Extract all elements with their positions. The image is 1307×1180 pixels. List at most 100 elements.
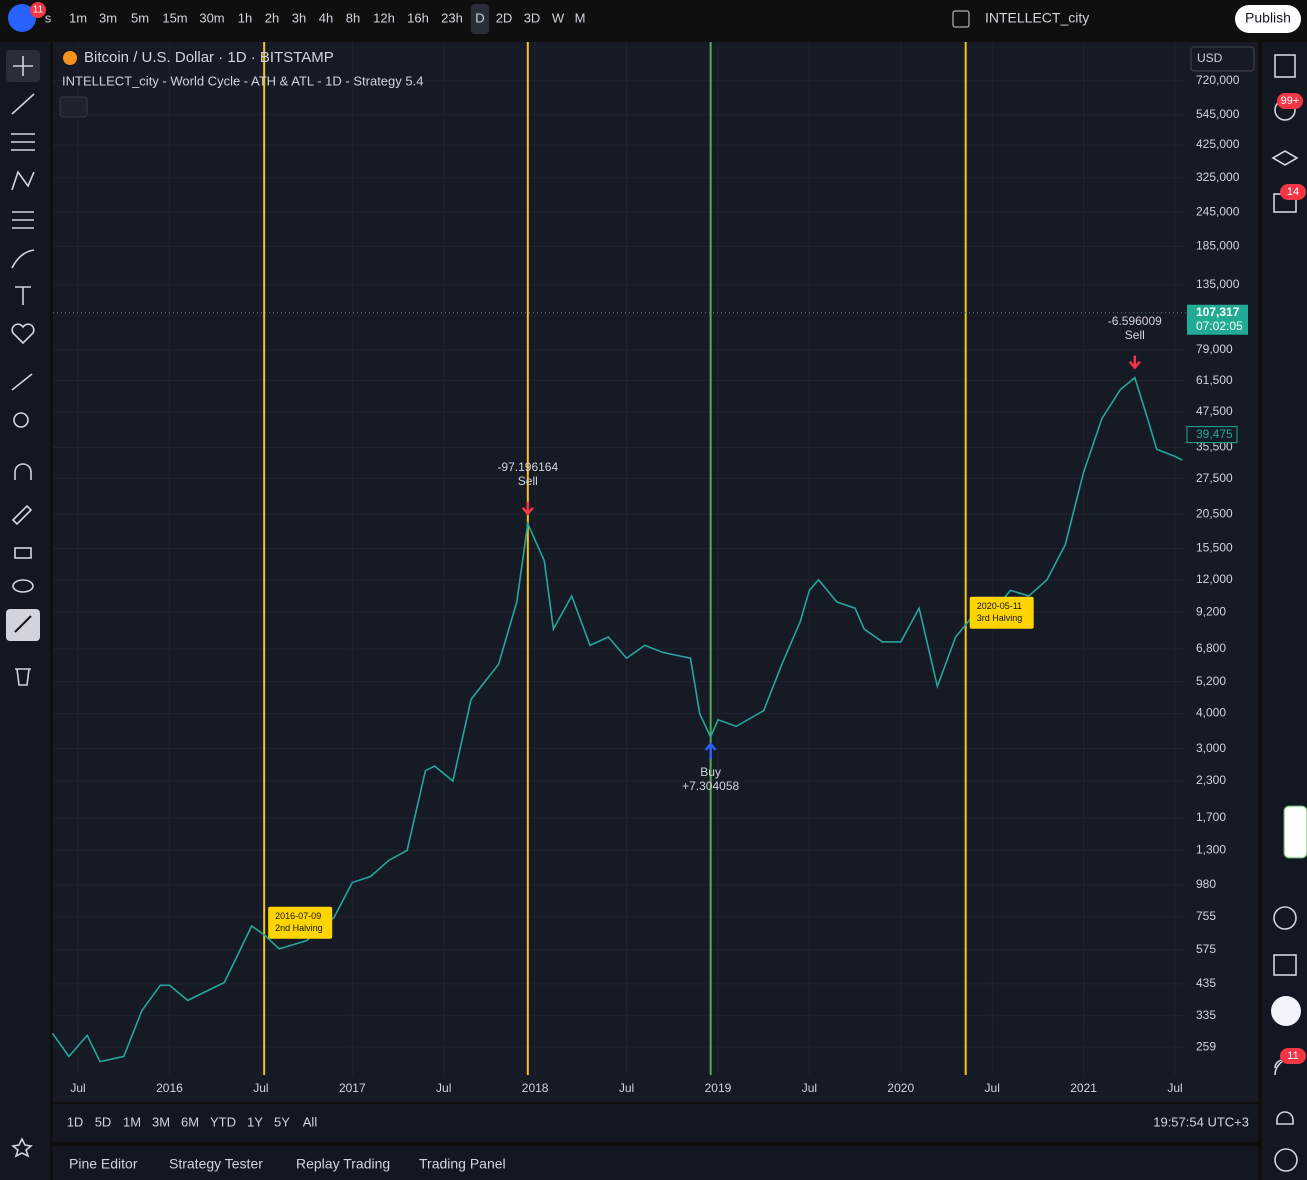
range-button[interactable]: All [303, 1114, 318, 1129]
y-tick-label: 980 [1196, 877, 1216, 891]
panel-tab[interactable]: Replay Trading [296, 1156, 390, 1172]
x-tick-label: Jul [436, 1081, 451, 1095]
sidebar-badge [1277, 93, 1303, 109]
bell-icon[interactable] [1276, 1111, 1294, 1125]
interval-button[interactable]: 3m [99, 10, 117, 25]
event-date: 2020-05-11 [977, 601, 1022, 611]
clock: 19:57:54 UTC+3 [1153, 1114, 1249, 1129]
layout-icon[interactable] [952, 10, 970, 28]
range-button[interactable]: 5D [95, 1114, 112, 1129]
range-button[interactable]: 3M [152, 1114, 170, 1129]
y-tick-label: 12,000 [1196, 572, 1233, 586]
interval-button[interactable]: D [475, 10, 484, 25]
signal-side: Sell [518, 474, 538, 488]
x-tick-label: Jul [802, 1081, 817, 1095]
y-tick-label: 755 [1196, 909, 1216, 923]
bottom-toolbar [53, 1104, 1258, 1142]
interval-button[interactable]: 5m [131, 10, 149, 25]
interval-button[interactable]: 16h [407, 10, 429, 25]
target-icon[interactable] [1273, 906, 1297, 930]
range-button[interactable]: 1M [123, 1114, 141, 1129]
help-icon[interactable] [1274, 1148, 1298, 1172]
interval-button[interactable]: 12h [373, 10, 395, 25]
chart-subtitle: INTELLECT_city - World Cycle - ATH & ATL… [62, 73, 423, 88]
countdown: 07:02:05 [1196, 319, 1243, 333]
interval-button[interactable]: 23h [441, 10, 463, 25]
publish-label: Publish [1245, 10, 1291, 26]
star-icon[interactable] [11, 1137, 33, 1158]
y-tick-label: 545,000 [1196, 107, 1240, 121]
y-tick-label: 135,000 [1196, 277, 1240, 291]
interval-button[interactable]: 15m [162, 10, 187, 25]
x-tick-label: 2018 [522, 1081, 549, 1095]
extension-widget[interactable] [1283, 805, 1307, 859]
interval-button[interactable]: s [45, 10, 52, 25]
buy-arrow [704, 742, 717, 760]
currency-select[interactable] [1190, 46, 1255, 72]
range-button[interactable]: 1Y [247, 1114, 263, 1129]
interval-button[interactable]: 8h [346, 10, 360, 25]
x-tick-label: 2019 [705, 1081, 732, 1095]
panel-tab[interactable]: Strategy Tester [169, 1156, 263, 1172]
interval-button[interactable]: 4h [319, 10, 333, 25]
zoom-icon[interactable] [13, 412, 29, 428]
panel-tab[interactable]: Pine Editor [69, 1156, 138, 1172]
event-label: 3rd Halving [977, 613, 1023, 623]
notification-badge [30, 2, 46, 18]
fib-icon[interactable] [11, 133, 35, 151]
price-label: 107,317 [1196, 305, 1240, 319]
brush-icon[interactable] [11, 249, 35, 269]
range-button[interactable]: 5Y [274, 1114, 290, 1129]
cursor-icon [13, 56, 33, 76]
favorites-icon[interactable] [11, 323, 35, 345]
interval-button[interactable]: 1h [238, 10, 252, 25]
trend-line-icon[interactable] [11, 93, 35, 115]
y-tick-label: 79,000 [1196, 342, 1233, 356]
range-button[interactable]: 6M [181, 1114, 199, 1129]
collapse-button[interactable] [59, 96, 88, 118]
x-tick-label: 2020 [887, 1081, 914, 1095]
layout-name[interactable]: INTELLECT_city [985, 10, 1089, 26]
interval-button[interactable]: M [575, 10, 586, 25]
ruler-icon[interactable] [11, 373, 33, 391]
x-tick-label: Jul [985, 1081, 1000, 1095]
y-tick-label: 335 [1196, 1008, 1216, 1022]
panel-tab[interactable]: Trading Panel [419, 1156, 506, 1172]
forecast-icon[interactable] [12, 211, 34, 229]
calendar-icon[interactable] [1273, 954, 1297, 976]
interval-button[interactable]: 3D [524, 10, 541, 25]
interval-button[interactable]: 2D [496, 10, 513, 25]
trash-icon[interactable] [15, 668, 31, 686]
sell-arrow [521, 501, 534, 516]
lock-icon[interactable] [14, 547, 32, 559]
magnet-icon[interactable] [14, 463, 32, 480]
event-date: 2016-07-09 [275, 911, 321, 921]
sidebar-icons[interactable] [1271, 54, 1307, 1172]
user-avatar[interactable] [8, 4, 36, 32]
pattern-icon[interactable] [11, 170, 35, 191]
eye-icon[interactable] [12, 579, 34, 593]
text-icon[interactable] [15, 286, 31, 305]
price-series [51, 376, 1183, 1063]
interval-button[interactable]: 30m [199, 10, 224, 25]
y-tick-label: 325,000 [1196, 170, 1240, 184]
draw-mode-icon[interactable] [11, 504, 33, 526]
interval-button[interactable]: 2h [265, 10, 279, 25]
interval-button[interactable]: W [552, 10, 565, 25]
y-tick-label: 435 [1196, 976, 1216, 990]
layers-icon[interactable] [1271, 150, 1299, 166]
interval-button[interactable]: 3h [292, 10, 306, 25]
range-button[interactable]: YTD [210, 1114, 236, 1129]
watchlist-icon[interactable] [1274, 54, 1296, 78]
publish-button[interactable] [1235, 5, 1301, 33]
y-tick-label: 4,000 [1196, 706, 1226, 720]
drawing-tools[interactable] [6, 50, 40, 1158]
y-tick-label: 425,000 [1196, 137, 1240, 151]
y-tick-label: 9,200 [1196, 604, 1226, 618]
sidebar-badge-count: 14 [1287, 186, 1299, 198]
interval-button[interactable]: 1m [69, 10, 87, 25]
apps-icon[interactable] [1271, 996, 1301, 1026]
y-tick-label: 245,000 [1196, 204, 1240, 218]
range-button[interactable]: 1D [67, 1114, 84, 1129]
badge-count: 11 [33, 5, 44, 16]
